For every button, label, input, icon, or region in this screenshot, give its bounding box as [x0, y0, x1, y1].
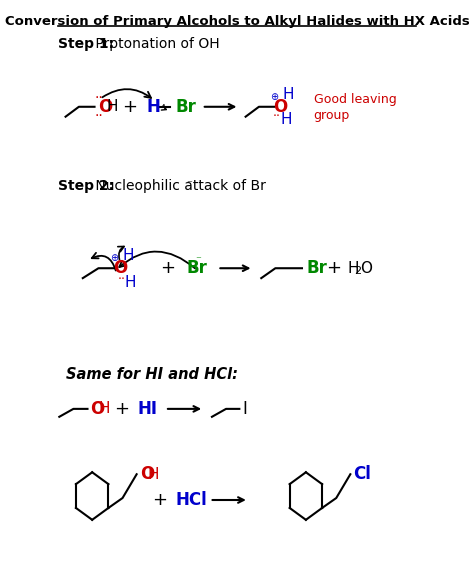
Text: 2: 2: [355, 266, 362, 276]
Text: H: H: [281, 112, 292, 127]
Text: H: H: [122, 248, 134, 263]
Text: ⁻: ⁻: [196, 255, 201, 265]
Text: H: H: [347, 260, 359, 276]
Text: +: +: [160, 259, 175, 277]
Text: Br: Br: [175, 98, 196, 116]
Text: O: O: [273, 98, 287, 116]
Text: Nucleophilic attack of Br: Nucleophilic attack of Br: [91, 179, 265, 193]
Text: group: group: [314, 109, 350, 122]
Text: I: I: [243, 400, 247, 418]
Text: H: H: [124, 274, 136, 290]
Text: ⊕: ⊕: [110, 253, 118, 263]
Text: H: H: [147, 467, 159, 482]
Text: O: O: [91, 400, 105, 418]
Text: Step 1:: Step 1:: [58, 37, 114, 51]
Text: H: H: [106, 99, 118, 114]
Text: H: H: [99, 401, 110, 416]
Text: ⁻: ⁻: [186, 179, 192, 189]
Text: Step 2:: Step 2:: [58, 179, 114, 193]
Text: ⋅⋅: ⋅⋅: [94, 109, 103, 123]
Text: Br: Br: [186, 259, 207, 277]
Text: O: O: [113, 259, 128, 277]
FancyArrowPatch shape: [92, 253, 116, 270]
Text: ⋅⋅: ⋅⋅: [118, 273, 126, 286]
Text: Cl: Cl: [354, 465, 371, 483]
Text: ⋅⋅: ⋅⋅: [273, 110, 281, 123]
Text: HI: HI: [137, 400, 157, 418]
Text: H: H: [146, 98, 160, 116]
FancyArrowPatch shape: [118, 246, 124, 260]
Text: +: +: [326, 259, 341, 277]
Text: Same for HI and HCl:: Same for HI and HCl:: [65, 367, 237, 383]
Text: Conversion of Primary Alcohols to Alkyl Halides with HX Acids: Conversion of Primary Alcohols to Alkyl …: [5, 15, 469, 27]
Text: O: O: [360, 260, 372, 276]
Text: H: H: [282, 88, 293, 102]
Text: HCl: HCl: [175, 491, 207, 509]
Text: Br: Br: [307, 259, 328, 277]
FancyArrowPatch shape: [161, 105, 166, 110]
Text: ⋅⋅: ⋅⋅: [94, 91, 103, 105]
Text: Good leaving: Good leaving: [314, 93, 396, 106]
FancyArrowPatch shape: [102, 89, 151, 98]
Text: O: O: [140, 465, 154, 483]
Text: +: +: [122, 98, 137, 116]
Text: +: +: [114, 400, 129, 418]
Text: +: +: [152, 491, 167, 509]
Text: Prptonation of OH: Prptonation of OH: [91, 37, 219, 51]
Text: ⊕: ⊕: [270, 92, 278, 102]
Text: O: O: [99, 98, 113, 116]
FancyArrowPatch shape: [119, 252, 195, 269]
